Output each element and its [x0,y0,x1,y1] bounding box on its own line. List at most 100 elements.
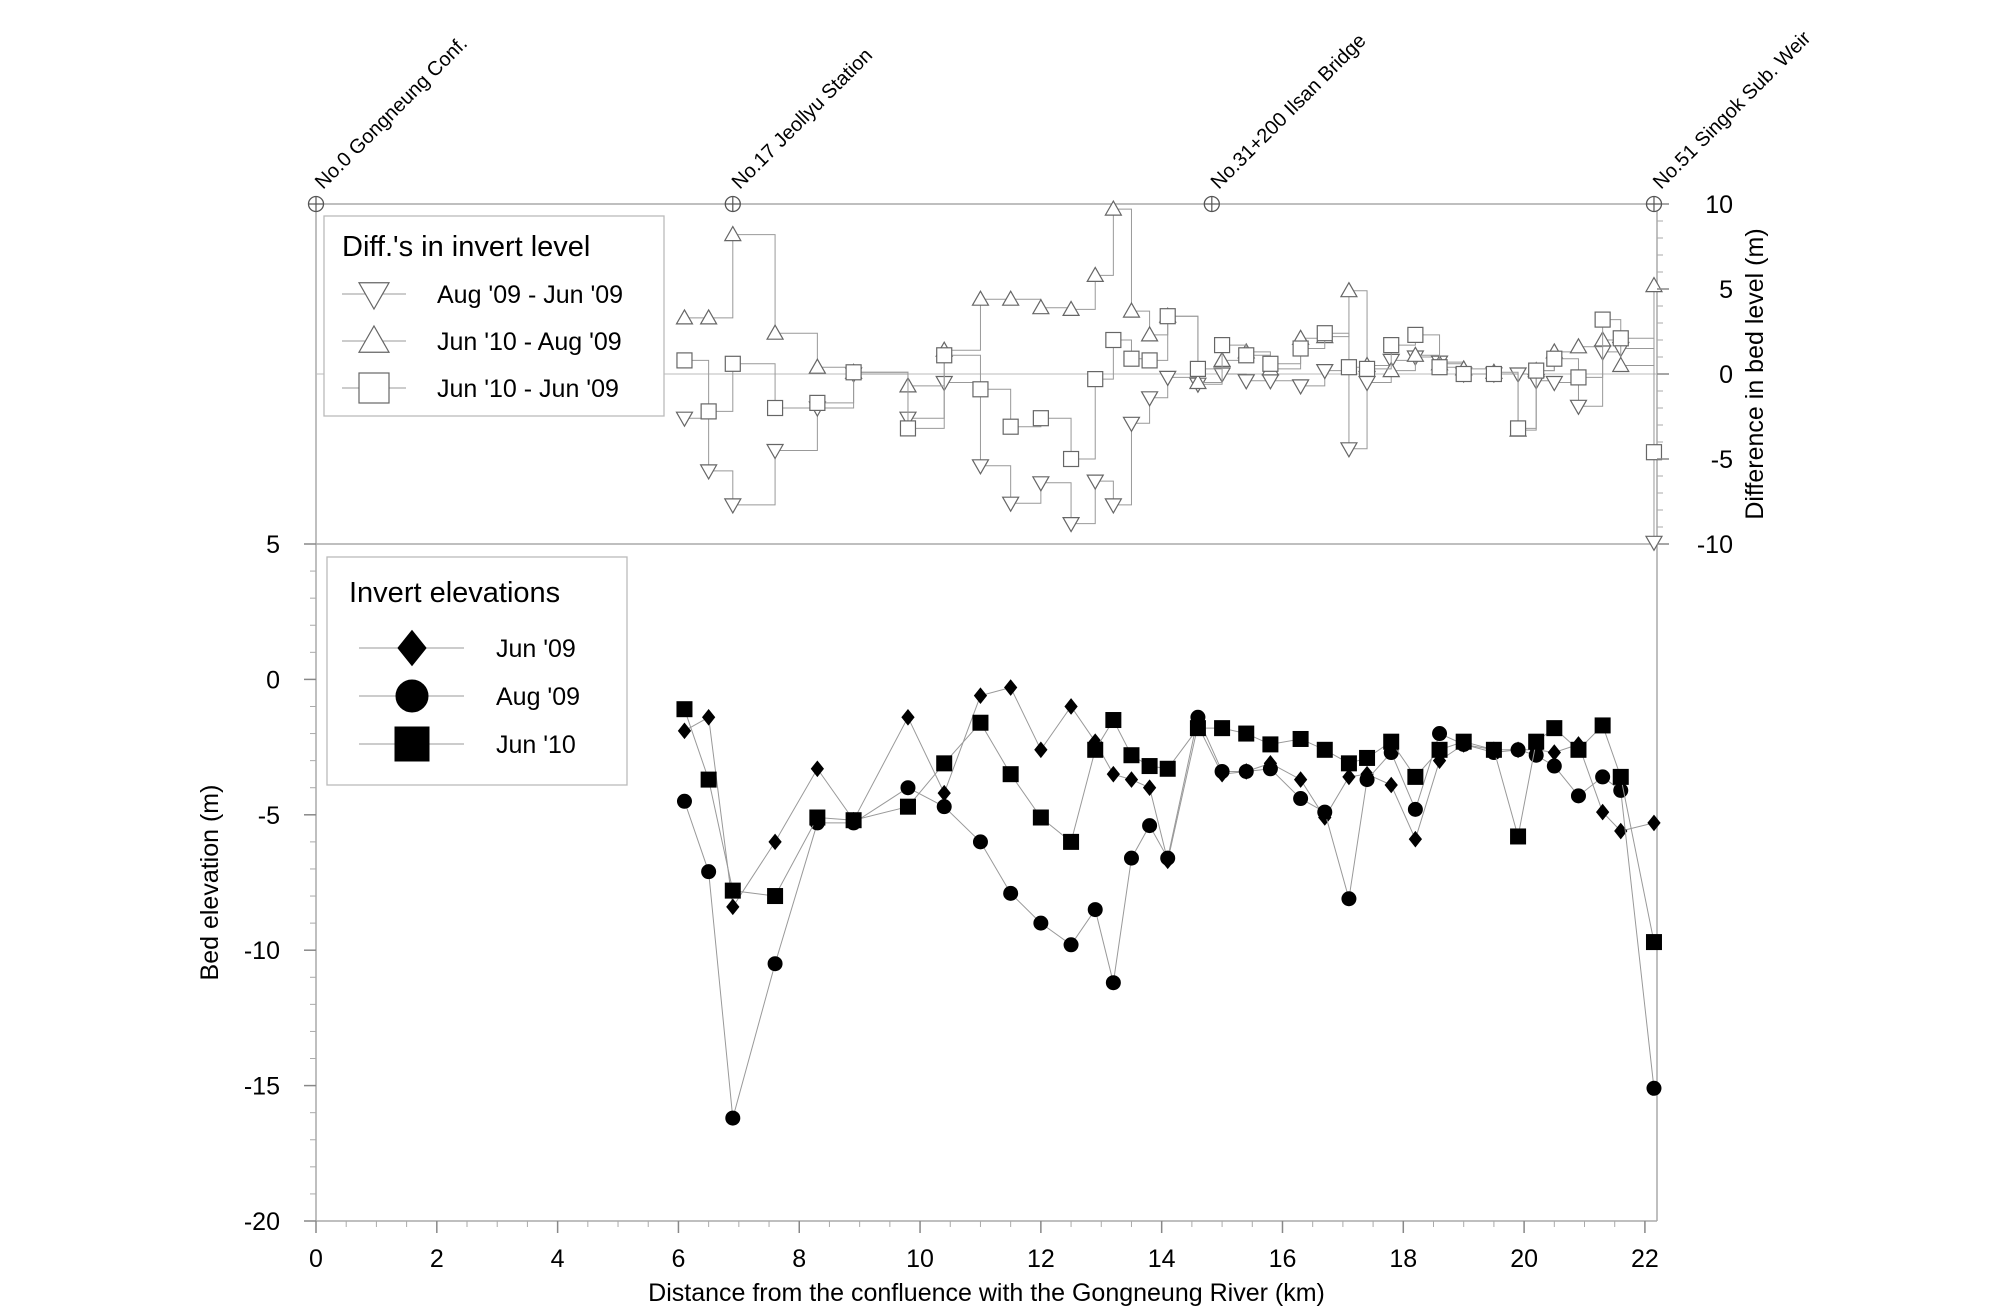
diff-point [724,355,741,372]
bed-point [1034,741,1048,759]
station-label: No.31+200 Ilsan Bridge [1207,30,1371,194]
diff-point [1140,325,1159,342]
diff-point [1406,346,1425,362]
diff-point [1339,442,1358,459]
diff-point [1611,356,1630,373]
bed-point [1547,744,1561,761]
bed-point [1510,742,1526,758]
bed-point [1407,801,1423,817]
bed-point [1124,771,1139,788]
diff-point [1031,476,1050,493]
bed-point [1214,763,1230,779]
diff-point [699,308,718,325]
bed-point [1063,937,1079,953]
station-label: No.0 Gongneung Conf. [311,33,472,194]
bed-point [724,882,741,899]
diff-point [766,443,785,460]
bed-y-tick-label: -10 [244,937,280,965]
bed-y-tick-label: -5 [258,802,280,830]
bed-point [1262,736,1279,753]
diff-point [1122,416,1141,433]
x-tick-label: 8 [792,1245,806,1273]
diff-point [700,403,717,420]
bed-point [810,760,825,778]
diff-y-tick-label: 10 [1705,191,1733,219]
bed-point [1317,804,1333,820]
bed-point [700,771,717,788]
bed-point [1594,717,1611,734]
bed-point [1485,741,1502,758]
bed-series-2 [676,701,1662,951]
bed-point [936,755,953,772]
x-tick-label: 0 [309,1245,323,1273]
diff-point [1594,311,1611,328]
diff-point [1159,308,1176,325]
bed-point [1384,776,1398,794]
bed-point [1004,679,1018,696]
diff-point [1292,340,1309,357]
bed-point [1293,791,1309,807]
diff-point [1086,266,1105,282]
bed-point [767,956,783,972]
bed-y-tick-label: 5 [266,531,280,559]
station-label: No.17 Jeollyu Station [728,44,877,193]
bed-point [726,898,740,916]
diff-point [1087,371,1104,388]
bed-point [1612,768,1629,785]
bed-point [900,780,916,796]
bed-legend-box [326,556,628,786]
diff-point [1340,359,1358,376]
diff-legend-marker [357,324,391,353]
bed-legend-marker [394,726,430,762]
bed-point [1214,720,1231,737]
bed-point [701,864,717,880]
diff-legend-label: Jun '10 - Jun '09 [437,375,619,403]
diff-point [1237,374,1256,391]
diff-point [1001,496,1020,513]
bed-point [1431,741,1448,758]
bed-series-0 [677,679,1661,916]
diff-point [1316,325,1333,342]
bed-point [899,798,916,815]
diff-point [1569,337,1588,354]
bed-point [1105,712,1122,729]
diff-point [1291,379,1310,396]
x-tick-label: 10 [906,1245,934,1273]
bed-point [1160,850,1176,866]
bed-point [1455,733,1472,750]
diff-series-line [684,315,1655,460]
diff-point [1062,450,1080,468]
diff-point [675,411,694,428]
bed-y-axis-title: Bed elevation (m) [196,785,224,981]
diff-point [845,364,862,381]
bed-y-tick-label: 0 [266,666,280,694]
diff-point [809,394,826,411]
bed-point [936,799,952,815]
bed-point [1293,771,1308,788]
diff-point [1062,300,1081,316]
diff-y-axis-title: Difference in bed level (m) [1741,228,1769,519]
bed-point [973,687,988,704]
bed-point [1063,833,1080,850]
diff-point [1358,375,1377,392]
diff-point [1546,350,1563,367]
diff-point [699,464,718,481]
bed-point [1003,885,1019,901]
bed-point [725,1110,741,1126]
diff-point [1122,301,1141,318]
bed-point [768,833,782,851]
bed-point [1528,733,1545,750]
bed-point [1238,763,1254,779]
diff-point [1528,362,1545,379]
bed-point [1570,741,1587,758]
x-tick-label: 12 [1027,1245,1055,1273]
diff-series-2 [676,308,1663,468]
bed-point [1123,747,1140,764]
diff-point [1031,298,1050,315]
diff-point [1455,365,1472,383]
bed-point [1262,761,1278,777]
bed-point [1342,768,1356,786]
diff-point [1140,391,1159,408]
bed-point [1032,809,1049,826]
diff-point [1570,369,1587,386]
